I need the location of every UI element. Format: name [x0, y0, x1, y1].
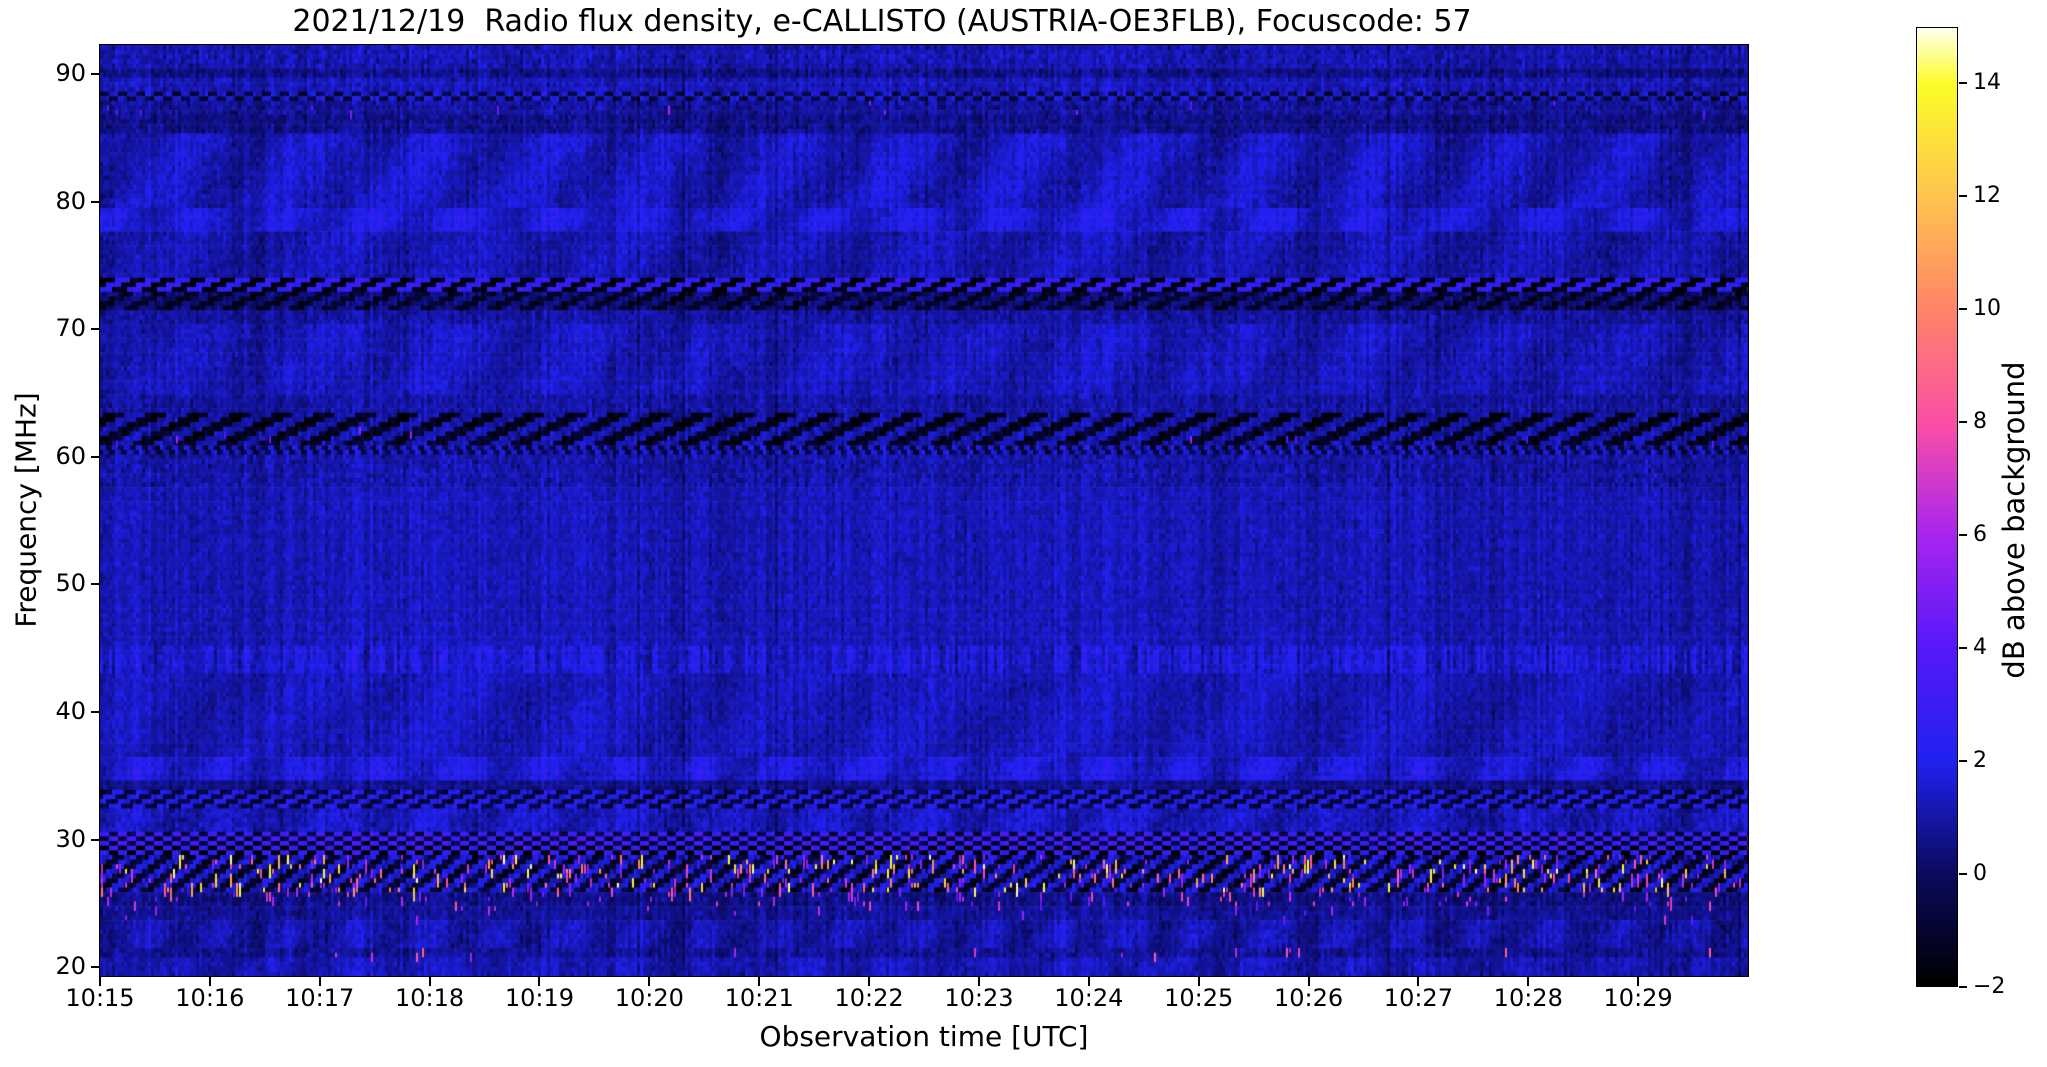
colorbar-tick-label: 10 [1973, 296, 2001, 322]
x-tick-label: 10:25 [1164, 984, 1234, 1012]
colorbar-tick-label: 2 [1973, 748, 1987, 774]
x-tick-label: 10:29 [1603, 984, 1673, 1012]
y-tick-label: 30 [55, 824, 86, 853]
y-tick-mark [91, 455, 100, 458]
colorbar-tick-label: 14 [1973, 70, 2001, 96]
y-tick-label: 90 [55, 59, 86, 88]
colorbar-tick-mark [1959, 760, 1967, 763]
x-tick-mark [758, 977, 761, 986]
plot-title: 2021/12/19 Radio flux density, e-CALLIST… [292, 4, 1472, 39]
colorbar-tick-mark [1959, 986, 1967, 988]
x-tick-label: 10:15 [65, 984, 135, 1012]
x-axis-label: Observation time [UTC] [759, 1020, 1089, 1053]
colorbar-tick-label: 8 [1973, 409, 1987, 435]
x-tick-label: 10:16 [175, 984, 245, 1012]
colorbar [1916, 27, 1958, 987]
x-tick-mark [1417, 977, 1420, 986]
x-tick-mark [1527, 977, 1530, 986]
y-tick-label: 70 [55, 314, 86, 343]
x-tick-label: 10:22 [834, 984, 904, 1012]
colorbar-tick-label: 0 [1973, 861, 1987, 887]
x-tick-mark [977, 977, 980, 986]
x-tick-mark [99, 977, 101, 986]
x-tick-mark [1637, 977, 1640, 986]
colorbar-tick-label: 4 [1973, 635, 1987, 661]
x-tick-label: 10:19 [504, 984, 575, 1012]
colorbar-tick-mark [1959, 421, 1967, 424]
x-tick-label: 10:24 [1054, 984, 1124, 1012]
y-tick-label: 20 [55, 951, 86, 980]
x-tick-mark [208, 977, 211, 986]
y-tick-label: 40 [55, 696, 86, 725]
colorbar-tick-mark [1959, 308, 1967, 311]
colorbar-tick-label: −2 [1973, 974, 2006, 999]
x-tick-mark [868, 977, 871, 986]
y-tick-mark [91, 838, 100, 841]
x-tick-label: 10:18 [395, 984, 465, 1012]
x-tick-mark [318, 977, 321, 986]
y-tick-mark [91, 73, 100, 76]
x-tick-label: 10:23 [944, 984, 1014, 1012]
y-tick-mark [91, 200, 100, 203]
x-tick-mark [1197, 977, 1200, 986]
x-tick-label: 10:28 [1493, 984, 1563, 1012]
x-tick-mark [1087, 977, 1090, 986]
spectrogram-heatmap [99, 44, 1749, 977]
colorbar-label: dB above background [1997, 361, 2031, 679]
y-tick-mark [91, 583, 100, 586]
colorbar-tick-mark [1959, 534, 1967, 537]
y-tick-label: 80 [55, 186, 86, 215]
colorbar-tick-label: 6 [1973, 522, 1987, 548]
x-tick-label: 10:17 [285, 984, 355, 1012]
y-tick-mark [91, 328, 100, 331]
colorbar-tick-label: 12 [1973, 183, 2001, 209]
colorbar-tick-mark [1959, 82, 1967, 85]
colorbar-tick-mark [1959, 195, 1967, 198]
x-tick-label: 10:20 [614, 984, 684, 1012]
colorbar-tick-mark [1959, 647, 1967, 650]
y-tick-label: 60 [55, 441, 86, 470]
x-tick-label: 10:26 [1273, 984, 1344, 1012]
y-tick-label: 50 [55, 569, 86, 598]
x-tick-label: 10:21 [724, 984, 794, 1012]
x-tick-label: 10:27 [1383, 984, 1453, 1012]
x-tick-mark [648, 977, 651, 986]
y-tick-mark [91, 966, 100, 969]
x-tick-mark [428, 977, 431, 986]
x-tick-mark [1307, 977, 1310, 986]
y-tick-mark [91, 711, 100, 713]
x-tick-mark [538, 977, 541, 986]
colorbar-tick-mark [1959, 873, 1967, 876]
